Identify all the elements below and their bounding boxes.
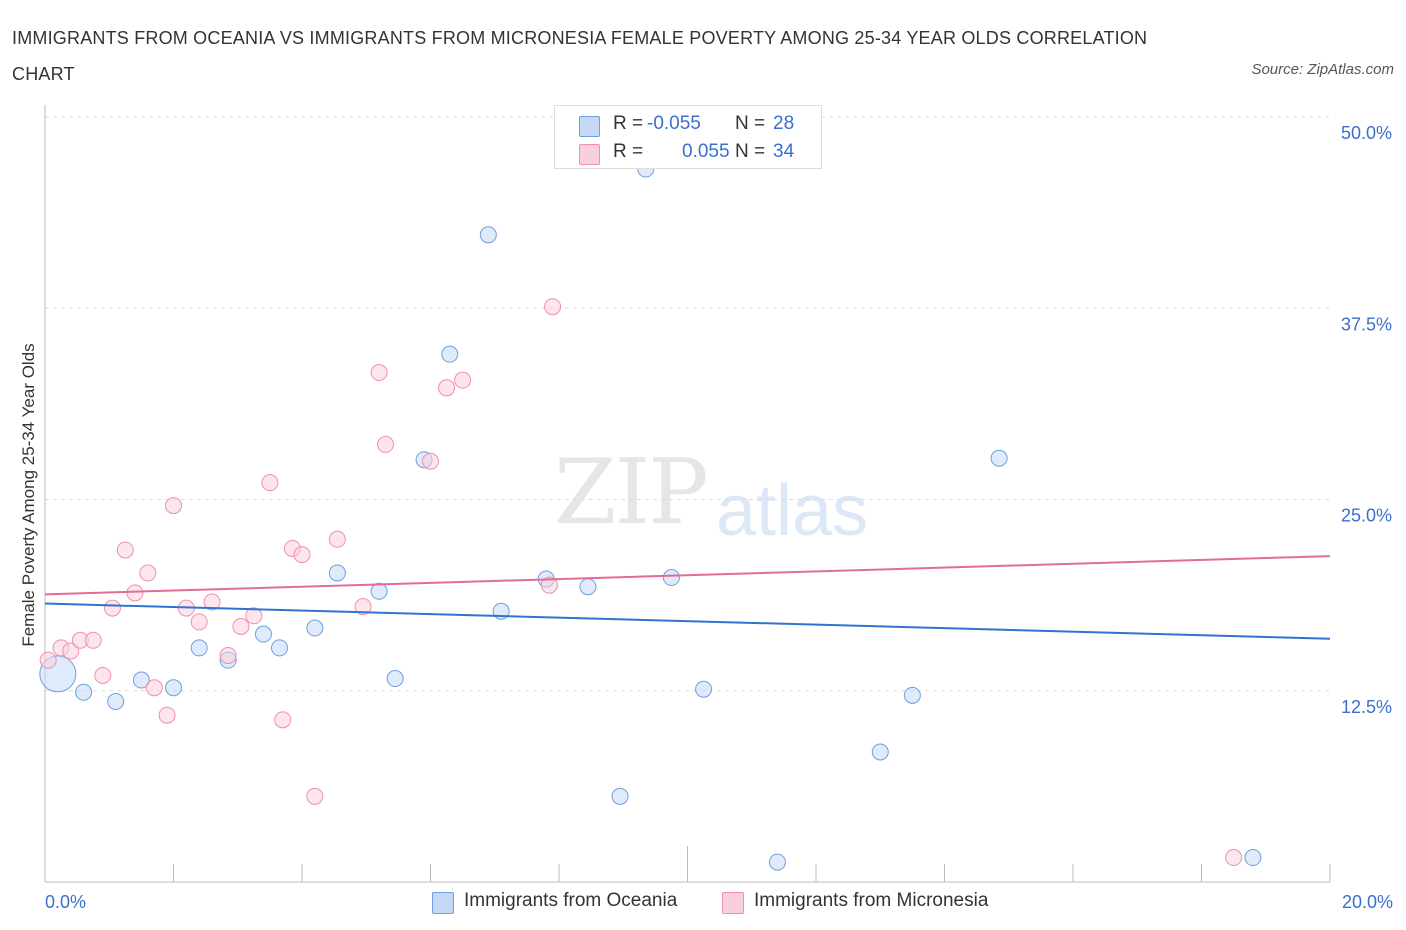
legend-r-label: R = — [613, 113, 644, 134]
bottom-legend-swatch-micronesia — [722, 892, 744, 914]
point-oceania — [254, 625, 272, 643]
point-oceania — [386, 670, 404, 688]
point-micronesia — [306, 787, 324, 805]
point-oceania — [871, 743, 889, 761]
legend-r-label: R = — [613, 141, 644, 162]
point-micronesia — [245, 607, 263, 625]
point-micronesia — [165, 497, 182, 515]
point-oceania — [903, 686, 921, 704]
trendline-oceania — [44, 602, 1331, 640]
point-oceania — [132, 671, 150, 689]
point-oceania — [1244, 849, 1262, 867]
point-oceania — [165, 679, 182, 697]
bottom-legend-label-oceania: Immigrants from Oceania — [464, 890, 678, 911]
point-micronesia — [1225, 849, 1243, 867]
bottom-legend-label-micronesia: Immigrants from Micronesia — [754, 890, 989, 911]
point-micronesia — [438, 379, 456, 397]
point-micronesia — [370, 364, 388, 382]
point-oceania — [990, 449, 1008, 467]
y-tick-label: 25.0% — [1341, 506, 1392, 526]
point-oceania — [328, 564, 346, 582]
point-oceania — [441, 345, 459, 363]
legend-n-label: N = — [735, 141, 766, 162]
point-micronesia — [145, 679, 163, 697]
legend-swatch-micronesia — [579, 144, 600, 165]
legend-r-value: -0.055 — [647, 113, 701, 134]
point-oceania — [768, 853, 786, 871]
point-micronesia — [84, 631, 102, 649]
point-micronesia — [274, 711, 292, 729]
point-oceania — [271, 639, 289, 657]
point-micronesia — [139, 564, 157, 582]
point-oceania — [662, 569, 680, 587]
point-oceania — [107, 692, 125, 710]
point-micronesia — [103, 599, 121, 617]
y-tick-label: 50.0% — [1341, 123, 1392, 143]
legend-r-value: 0.055 — [682, 141, 730, 162]
point-micronesia — [454, 371, 472, 389]
point-micronesia — [422, 452, 439, 470]
source-note: Source: ZipAtlas.com — [1251, 61, 1394, 78]
point-oceania — [695, 680, 713, 698]
point-micronesia — [94, 666, 112, 684]
point-micronesia — [261, 474, 279, 492]
point-micronesia — [232, 617, 250, 635]
point-oceania — [75, 683, 93, 701]
point-micronesia — [116, 541, 134, 559]
y-tick-label: 37.5% — [1341, 314, 1392, 334]
legend-n-value: 34 — [773, 141, 795, 162]
point-oceania — [611, 787, 629, 805]
x-tick-label: 20.0% — [1342, 892, 1393, 912]
point-micronesia — [544, 298, 562, 316]
x-tick-label: 0.0% — [45, 892, 86, 912]
point-micronesia — [203, 593, 221, 611]
point-oceania — [306, 619, 324, 637]
point-oceania — [190, 639, 208, 657]
y-tick-label: 12.5% — [1341, 697, 1392, 717]
bottom-legend-swatch-oceania — [432, 892, 454, 914]
point-micronesia — [540, 576, 558, 594]
watermark-atlas: atlas — [716, 471, 869, 551]
point-micronesia — [377, 435, 395, 453]
point-micronesia — [328, 530, 346, 548]
trendline-micronesia — [44, 555, 1331, 596]
point-micronesia — [354, 598, 372, 616]
chart-title: IMMIGRANTS FROM OCEANIA VS IMMIGRANTS FR… — [12, 28, 1148, 84]
point-oceania — [370, 582, 388, 600]
point-micronesia — [62, 642, 80, 660]
point-micronesia — [293, 546, 311, 564]
point-oceania — [579, 578, 597, 596]
legend-swatch-oceania — [579, 116, 600, 137]
point-micronesia — [190, 613, 208, 631]
point-oceania — [479, 226, 497, 244]
point-micronesia — [219, 647, 237, 665]
legend-n-value: 28 — [773, 113, 795, 134]
point-micronesia — [158, 706, 176, 724]
watermark-zip: ZIP — [554, 440, 709, 545]
legend-n-label: N = — [735, 113, 766, 134]
stats-legend: R = -0.055 N = 28 R = 0.055 N = 34 — [554, 105, 822, 169]
point-micronesia — [39, 651, 57, 669]
